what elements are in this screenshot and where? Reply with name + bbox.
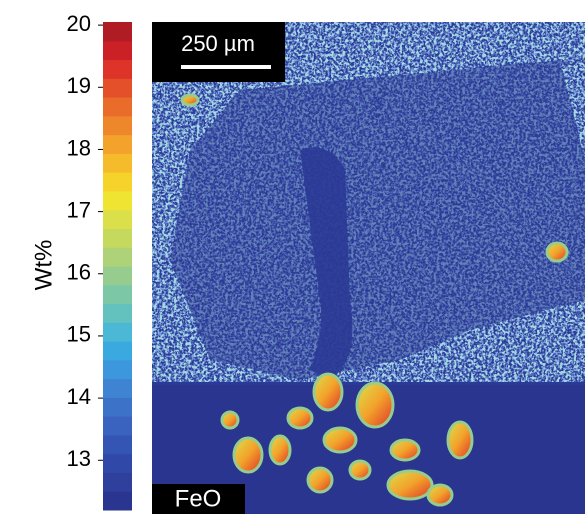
colorbar-step [103, 153, 132, 173]
colorbar: 13 14 15 16 17 18 19 20 [67, 11, 132, 511]
colorbar-label: Wt% [30, 240, 57, 291]
tick-label: 14 [67, 384, 91, 409]
colorbar-step [103, 341, 132, 361]
colorbar-step [103, 453, 132, 473]
colorbar-step [103, 59, 132, 79]
tick-label: 19 [67, 73, 91, 98]
scale-bar-box [152, 22, 285, 82]
colorbar-step [103, 266, 132, 286]
colorbar-step [103, 40, 132, 61]
tick-label: 16 [67, 260, 91, 285]
scale-bar-label: 250 µm [181, 31, 255, 56]
colorbar-step [103, 378, 132, 398]
tick-label: 17 [67, 197, 91, 222]
tick-label: 18 [67, 135, 91, 160]
tick-label: 20 [67, 11, 91, 36]
colorbar-step [103, 190, 132, 211]
map-label: FeO [175, 485, 222, 512]
colorbar-step [103, 397, 132, 417]
colorbar-step [103, 472, 132, 492]
colorbar-step [103, 97, 132, 117]
colorbar-step [103, 22, 132, 42]
element-map [152, 22, 585, 514]
colorbar-step [103, 359, 132, 380]
colorbar-step [103, 284, 132, 305]
colorbar-step [103, 134, 132, 154]
tick-label: 13 [67, 446, 91, 471]
colorbar-step [103, 322, 132, 342]
colorbar-step [103, 78, 132, 98]
colorbar-step [103, 491, 132, 511]
colorbar-step [103, 434, 132, 455]
colorbar-step [103, 247, 132, 267]
colorbar-step [103, 228, 132, 248]
tick-label: 15 [67, 322, 91, 347]
colorbar-step [103, 209, 132, 229]
colorbar-step [103, 115, 132, 136]
colorbar-step [103, 172, 132, 192]
colorbar-step [103, 416, 132, 436]
map-label-box [152, 484, 245, 514]
colorbar-step [103, 303, 132, 323]
